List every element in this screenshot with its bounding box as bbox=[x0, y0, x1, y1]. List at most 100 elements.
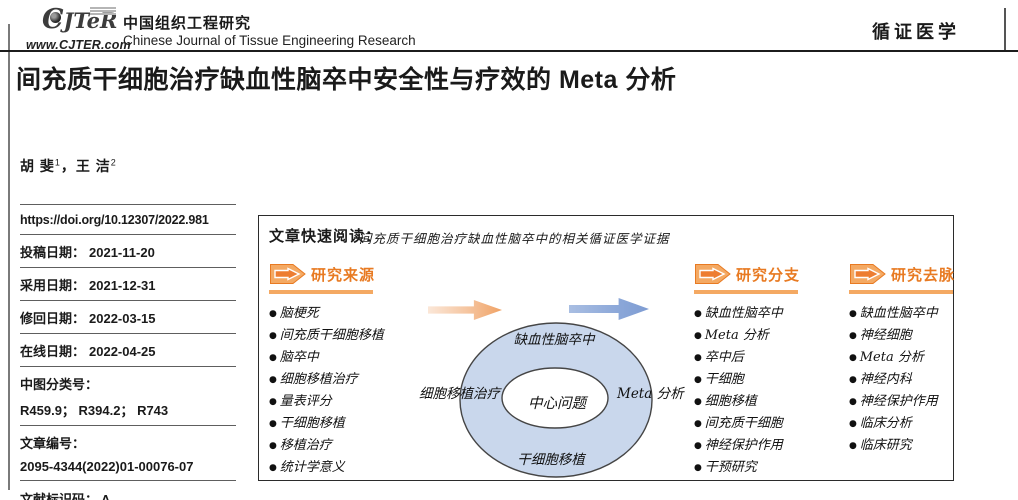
quick-read-title: 文章快速阅读： bbox=[269, 228, 382, 245]
list-item: 细胞移植治疗 bbox=[269, 369, 429, 391]
author-1-name: 胡 斐 bbox=[20, 158, 55, 174]
research-branch-list: 缺血性脑卒中Meta 分析卒中后干细胞细胞移植间充质干细胞神经保护作用干预研究 bbox=[694, 303, 844, 479]
central-topic-diagram bbox=[459, 322, 653, 478]
sidebar-divider bbox=[20, 480, 236, 481]
arrow-tag-icon bbox=[850, 264, 886, 284]
accept-date-label: 采用日期： bbox=[20, 278, 86, 293]
column-header-label: 研究分支 bbox=[736, 266, 801, 284]
clc-value: R459.9； R394.2； R743 bbox=[20, 403, 169, 418]
list-item: 统计学意义 bbox=[269, 457, 429, 479]
research-outcome-list: 缺血性脑卒中神经细胞Meta 分析神经内科神经保护作用临床分析临床研究 bbox=[849, 303, 999, 457]
globe-icon bbox=[50, 12, 61, 23]
header-underline-bar bbox=[269, 290, 373, 294]
header-underline-bar bbox=[694, 290, 798, 294]
header-underline-bar bbox=[849, 290, 953, 294]
list-item: 临床分析 bbox=[849, 413, 999, 435]
column-header-label: 研究去脉 bbox=[891, 266, 956, 284]
sidebar-divider bbox=[20, 300, 236, 301]
revise-date-value: 2022-03-15 bbox=[89, 311, 156, 326]
research-source-list: 脑梗死间充质干细胞移植脑卒中细胞移植治疗量表评分干细胞移植移植治疗统计学意义 bbox=[269, 303, 429, 479]
central-question-label: 中心问题 bbox=[528, 396, 586, 412]
clc-label: 中图分类号： bbox=[20, 377, 99, 392]
author-2-affiliation-sup: 2 bbox=[110, 157, 117, 168]
document-code-value: A bbox=[101, 492, 111, 500]
arrow-tag-icon bbox=[270, 264, 306, 284]
list-item: Meta 分析 bbox=[694, 325, 844, 347]
list-item: 临床研究 bbox=[849, 435, 999, 457]
list-item: 干细胞 bbox=[694, 369, 844, 391]
submit-date-value: 2021-11-20 bbox=[89, 245, 155, 260]
column-research-source: 研究来源 脑梗死间充质干细胞移植脑卒中细胞移植治疗量表评分干细胞移植移植治疗统计… bbox=[269, 262, 429, 479]
list-item: 脑梗死 bbox=[269, 303, 429, 325]
document-code-row: 文献标识码： A bbox=[20, 481, 236, 500]
article-number-value: 2095-4344(2022)01-00076-07 bbox=[20, 459, 194, 474]
list-item: 间充质干细胞移植 bbox=[269, 325, 429, 347]
list-item: 缺血性脑卒中 bbox=[849, 303, 999, 325]
sidebar-divider bbox=[20, 267, 236, 268]
column-header: 研究分支 bbox=[694, 262, 844, 286]
ring-label-top: 缺血性脑卒中 bbox=[513, 332, 595, 348]
online-date-value: 2022-04-25 bbox=[89, 344, 156, 359]
sidebar-divider bbox=[20, 425, 236, 426]
column-header-label: 研究来源 bbox=[311, 266, 376, 284]
list-item: 脑卒中 bbox=[269, 347, 429, 369]
header-divider bbox=[0, 50, 1018, 52]
article-title: 间充质干细胞治疗缺血性脑卒中安全性与疗效的 Meta 分析 bbox=[16, 66, 677, 94]
left-margin-rule bbox=[8, 24, 10, 490]
list-item: 神经保护作用 bbox=[694, 435, 844, 457]
column-research-branch: 研究分支 缺血性脑卒中Meta 分析卒中后干细胞细胞移植间充质干细胞神经保护作用… bbox=[694, 262, 844, 479]
list-item: 神经细胞 bbox=[849, 325, 999, 347]
list-item: 神经保护作用 bbox=[849, 391, 999, 413]
revise-date-label: 修回日期： bbox=[20, 311, 86, 326]
document-code-label: 文献标识码： bbox=[20, 492, 99, 500]
list-item: 神经内科 bbox=[849, 369, 999, 391]
sidebar-divider bbox=[20, 234, 236, 235]
journal-name-en: Chinese Journal of Tissue Engineering Re… bbox=[123, 33, 416, 48]
author-line: 胡 斐1，王 洁2 bbox=[20, 156, 117, 176]
list-item: 干预研究 bbox=[694, 457, 844, 479]
column-header: 研究来源 bbox=[269, 262, 429, 286]
right-margin-rule bbox=[1004, 8, 1006, 52]
online-date-label: 在线日期： bbox=[20, 344, 86, 359]
article-metadata-sidebar: https://doi.org/10.12307/2022.981 投稿日期： 2… bbox=[20, 204, 236, 500]
list-item: 间充质干细胞 bbox=[694, 413, 844, 435]
flow-arrow-orange-icon bbox=[428, 300, 502, 320]
journal-name-cn: 中国组织工程研究 bbox=[123, 15, 252, 32]
cjter-logo: CJTeR www.CJTER.com bbox=[26, 5, 131, 53]
sidebar-divider bbox=[20, 204, 236, 205]
list-item: 移植治疗 bbox=[269, 435, 429, 457]
revise-date-row: 修回日期： 2022-03-15 bbox=[20, 301, 236, 333]
doi-link[interactable]: https://doi.org/10.12307/2022.981 bbox=[20, 213, 209, 227]
article-number-block: 文章编号： 2095-4344(2022)01-00076-07 bbox=[20, 426, 236, 480]
arrow-tag-icon bbox=[695, 264, 731, 284]
ring-label-bottom: 干细胞移植 bbox=[517, 452, 585, 468]
online-date-row: 在线日期： 2022-04-25 bbox=[20, 334, 236, 366]
journal-url: www.CJTER.com bbox=[26, 38, 131, 52]
quick-read-box: 文章快速阅读： 间充质干细胞治疗缺血性脑卒中的相关循证医学证据 研究来源 脑梗死… bbox=[258, 215, 954, 481]
submit-date-label: 投稿日期： bbox=[20, 245, 86, 260]
author-1-affiliation-sup: 1 bbox=[54, 157, 61, 168]
column-research-outcome: 研究去脉 缺血性脑卒中神经细胞Meta 分析神经内科神经保护作用临床分析临床研究 bbox=[849, 262, 999, 457]
clc-number-block: 中图分类号： R459.9； R394.2； R743 bbox=[20, 367, 236, 425]
list-item: 卒中后 bbox=[694, 347, 844, 369]
list-item: 细胞移植 bbox=[694, 391, 844, 413]
quick-read-subtitle: 间充质干细胞治疗缺血性脑卒中的相关循证医学证据 bbox=[359, 231, 670, 246]
flow-arrow-blue-icon bbox=[569, 298, 649, 320]
sidebar-divider bbox=[20, 333, 236, 334]
list-item: 缺血性脑卒中 bbox=[694, 303, 844, 325]
accept-date-value: 2021-12-31 bbox=[89, 278, 156, 293]
list-item: 干细胞移植 bbox=[269, 413, 429, 435]
accept-date-row: 采用日期： 2021-12-31 bbox=[20, 268, 236, 300]
ring-label-right: Meta 分析 bbox=[617, 386, 684, 402]
section-label: 循证医学 bbox=[872, 22, 960, 42]
list-item: Meta 分析 bbox=[849, 347, 999, 369]
article-number-label: 文章编号： bbox=[20, 436, 86, 451]
author-2-name: 王 洁 bbox=[75, 158, 111, 174]
list-item: 量表评分 bbox=[269, 391, 429, 413]
column-header: 研究去脉 bbox=[849, 262, 999, 286]
sidebar-divider bbox=[20, 366, 236, 367]
ring-label-left: 细胞移植治疗 bbox=[419, 386, 500, 402]
author-separator: ， bbox=[60, 158, 76, 174]
submit-date-row: 投稿日期： 2021-11-20 bbox=[20, 235, 236, 267]
